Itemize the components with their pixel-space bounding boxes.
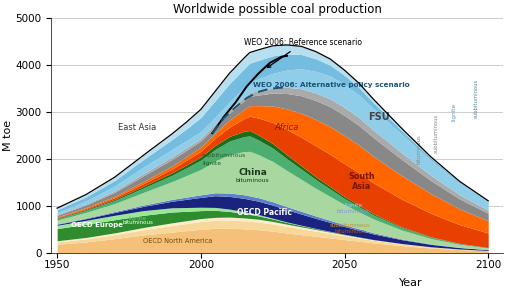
Text: subbituminous: subbituminous [473, 78, 478, 118]
Text: WEO 2006: Alternative policy scenario: WEO 2006: Alternative policy scenario [252, 82, 409, 88]
Text: bituminous: bituminous [336, 209, 369, 214]
Text: South
Asia: South Asia [348, 172, 374, 191]
Text: WEO 2006: Reference scenario: WEO 2006: Reference scenario [243, 38, 361, 67]
Text: lignite: lignite [203, 161, 221, 166]
Text: subbituminous: subbituminous [201, 153, 245, 158]
Text: bituminous: bituminous [416, 135, 421, 165]
Text: lignite: lignite [450, 103, 456, 121]
Text: lignite: lignite [343, 203, 362, 208]
Text: bituminous: bituminous [235, 178, 269, 184]
Text: OECD Pacific: OECD Pacific [236, 208, 291, 217]
Text: bituminous: bituminous [334, 229, 365, 234]
Title: Worldwide possible coal production: Worldwide possible coal production [172, 3, 381, 16]
Text: China: China [238, 168, 267, 177]
Text: subbituminous: subbituminous [433, 114, 438, 153]
Text: East Asia: East Asia [118, 123, 157, 132]
Y-axis label: M toe: M toe [3, 120, 13, 151]
Text: OECD Europe: OECD Europe [71, 222, 123, 228]
Text: OECD North America: OECD North America [143, 238, 212, 244]
Text: subbituminous: subbituminous [329, 223, 370, 229]
Text: FSU: FSU [368, 112, 389, 122]
Text: bituminous: bituminous [122, 220, 153, 225]
Text: Africa: Africa [274, 123, 298, 132]
Text: lignite: lignite [128, 216, 146, 221]
Text: Year: Year [398, 278, 422, 288]
